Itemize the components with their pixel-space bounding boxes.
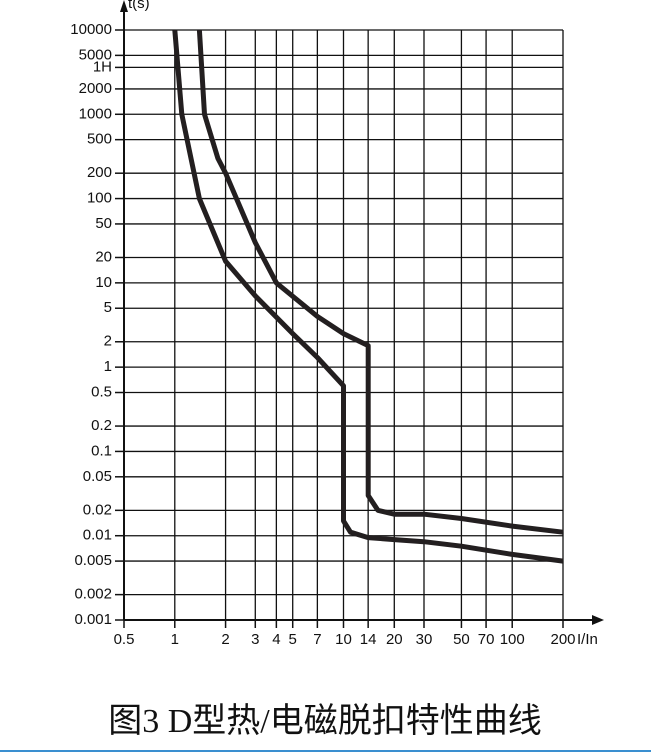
y-tick-label: 100 (87, 190, 112, 207)
y-tick-label: 200 (87, 164, 112, 181)
x-tick-label: 20 (386, 631, 403, 648)
y-tick-label: 10000 (70, 21, 112, 38)
y-tick-label: 0.02 (83, 501, 112, 518)
caption: 图3 D型热/电磁脱扣特性曲线 (108, 702, 542, 740)
y-tick-label: 500 (87, 131, 112, 148)
x-tick-label: 200 (550, 631, 575, 648)
y-tick-label: 1000 (79, 105, 112, 122)
x-tick-label: 3 (251, 631, 259, 648)
y-tick-label: 20 (95, 248, 112, 265)
y-tick-label: 0.5 (91, 383, 112, 400)
y-tick-label: 1H (93, 58, 112, 75)
curve (196, 29, 564, 535)
y-tick-label: 2 (104, 333, 112, 350)
x-tick-label: 0.5 (114, 631, 135, 648)
x-tick-label: 14 (360, 631, 377, 648)
x-axis-arrow (592, 615, 604, 625)
curve (172, 29, 564, 564)
x-tick-label: 100 (500, 631, 525, 648)
y-tick-label: 0.005 (74, 552, 112, 569)
y-tick-label: 2000 (79, 80, 112, 97)
y-axis-label: t(s) (128, 0, 150, 12)
x-tick-label: 50 (453, 631, 470, 648)
y-axis-arrow (120, 0, 128, 12)
x-tick-label: 70 (478, 631, 495, 648)
x-tick-label: 5 (289, 631, 297, 648)
y-tick-label: 0.05 (83, 468, 112, 485)
x-tick-label: 7 (313, 631, 321, 648)
x-tick-label: 30 (416, 631, 433, 648)
x-tick-label: 2 (221, 631, 229, 648)
y-tick-label: 5000 (79, 46, 112, 63)
y-tick-label: 1 (104, 358, 112, 375)
y-tick-label: 0.01 (83, 527, 112, 544)
y-tick-label: 10 (95, 274, 112, 291)
y-tick-label: 50 (95, 215, 112, 232)
y-tick-label: 0.002 (74, 586, 112, 603)
y-tick-label: 0.1 (91, 442, 112, 459)
y-tick-label: 0.2 (91, 417, 112, 434)
x-tick-label: 1 (171, 631, 179, 648)
y-tick-label: 0.001 (74, 611, 112, 628)
x-tick-label: 4 (272, 631, 280, 648)
x-tick-label: 10 (335, 631, 352, 648)
y-tick-label: 5 (104, 299, 112, 316)
x-axis-label: I/In (577, 631, 598, 648)
